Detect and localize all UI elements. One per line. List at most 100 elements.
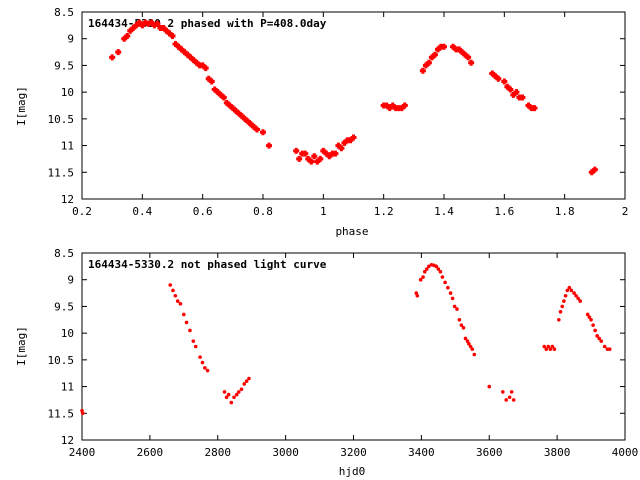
data-point bbox=[599, 339, 604, 343]
data-point bbox=[576, 296, 580, 301]
y-tick-labels: 8.5 9 9.5 10 10.5 11 11.5 12 bbox=[48, 6, 75, 206]
data-point bbox=[425, 267, 429, 271]
x-tick-label: 1 bbox=[320, 205, 327, 218]
data-point bbox=[468, 344, 473, 349]
data-point bbox=[557, 317, 561, 322]
x-tick-label: 3400 bbox=[408, 446, 435, 459]
data-point bbox=[593, 328, 597, 333]
y-tick-label: 11 bbox=[61, 140, 74, 153]
data-point bbox=[558, 309, 563, 314]
data-point bbox=[448, 291, 453, 295]
data-point bbox=[425, 59, 432, 66]
y-tick-label: 11 bbox=[61, 381, 74, 394]
data-point bbox=[542, 344, 547, 349]
data-point bbox=[198, 355, 202, 359]
axis-ticks bbox=[81, 252, 626, 441]
y-tick-label: 11.5 bbox=[48, 166, 75, 179]
data-point bbox=[495, 75, 502, 82]
data-point bbox=[115, 49, 122, 56]
x-tick-label: 0.4 bbox=[132, 205, 152, 218]
data-point bbox=[173, 293, 178, 298]
data-point bbox=[550, 344, 555, 349]
y-tick-label: 9.5 bbox=[54, 59, 74, 72]
data-point bbox=[418, 277, 423, 282]
plot-frame bbox=[81, 11, 626, 200]
x-tick-label: 0.6 bbox=[193, 205, 213, 218]
data-point bbox=[597, 336, 602, 341]
data-point bbox=[415, 293, 420, 298]
unphased-light-curve-panel: 2400 2600 2800 3000 3200 3400 3600 3800 4000 8.5… bbox=[15, 247, 638, 478]
data-point bbox=[293, 147, 300, 154]
data-point bbox=[224, 395, 229, 400]
data-point bbox=[501, 78, 508, 85]
x-tick-labels: 2400 2600 2800 3000 3200 3400 3600 3800 4000 bbox=[69, 446, 639, 459]
data-point bbox=[591, 323, 595, 327]
y-tick-label: 11.5 bbox=[48, 407, 75, 420]
data-point bbox=[182, 312, 186, 317]
x-tick-label: 1.6 bbox=[494, 205, 514, 218]
y-axis-title: I[mag] bbox=[15, 326, 28, 366]
data-point bbox=[308, 158, 315, 165]
data-point bbox=[200, 360, 205, 365]
data-point bbox=[574, 293, 578, 298]
data-point bbox=[178, 301, 183, 306]
data-point bbox=[443, 280, 447, 285]
data-point bbox=[591, 166, 598, 173]
data-point bbox=[589, 317, 593, 322]
data-point bbox=[338, 145, 345, 152]
data-point bbox=[253, 126, 260, 133]
data-point bbox=[587, 315, 592, 319]
data-point bbox=[171, 288, 175, 293]
x-tick-label: 0.2 bbox=[72, 205, 92, 218]
data-point bbox=[461, 326, 466, 330]
y-tick-labels: 8.5 9 9.5 10 10.5 11 11.5 12 bbox=[48, 247, 75, 447]
data-point bbox=[457, 317, 462, 322]
data-point bbox=[519, 94, 526, 101]
data-point bbox=[419, 67, 426, 74]
data-point bbox=[446, 285, 450, 290]
x-tick-label: 2600 bbox=[137, 446, 164, 459]
data-point bbox=[455, 307, 459, 311]
data-point bbox=[109, 54, 116, 61]
data-point bbox=[544, 347, 549, 351]
data-point bbox=[239, 387, 244, 392]
data-point bbox=[205, 368, 210, 373]
data-point bbox=[463, 336, 468, 341]
data-point bbox=[569, 288, 574, 293]
data-point bbox=[266, 142, 273, 149]
data-points bbox=[109, 19, 598, 176]
data-point bbox=[208, 78, 215, 85]
data-point bbox=[567, 285, 572, 290]
data-point bbox=[595, 334, 599, 338]
data-point bbox=[168, 283, 173, 287]
x-tick-label: 3000 bbox=[272, 446, 299, 459]
y-tick-label: 9 bbox=[67, 274, 74, 287]
y-tick-label: 10 bbox=[61, 86, 74, 99]
data-point bbox=[311, 153, 318, 160]
data-point bbox=[220, 94, 227, 101]
data-point bbox=[513, 89, 520, 96]
data-point bbox=[511, 398, 516, 402]
data-point bbox=[232, 395, 236, 400]
data-point bbox=[501, 390, 505, 394]
data-point bbox=[244, 379, 249, 384]
data-point bbox=[552, 347, 557, 351]
data-point bbox=[202, 65, 209, 72]
data-point bbox=[465, 339, 470, 343]
y-tick-label: 8.5 bbox=[54, 247, 74, 260]
data-point bbox=[562, 299, 566, 303]
x-tick-label: 2400 bbox=[69, 446, 96, 459]
data-point bbox=[470, 347, 475, 351]
y-tick-label: 9 bbox=[67, 33, 74, 46]
data-point bbox=[585, 312, 590, 317]
x-tick-label: 3200 bbox=[340, 446, 367, 459]
data-point bbox=[546, 344, 551, 349]
data-point bbox=[422, 269, 427, 274]
data-point bbox=[531, 105, 538, 112]
data-points bbox=[80, 262, 612, 416]
data-point bbox=[247, 376, 251, 381]
y-tick-label: 10.5 bbox=[48, 354, 75, 367]
data-point bbox=[260, 129, 266, 136]
data-point bbox=[548, 347, 553, 351]
data-point bbox=[578, 299, 583, 303]
